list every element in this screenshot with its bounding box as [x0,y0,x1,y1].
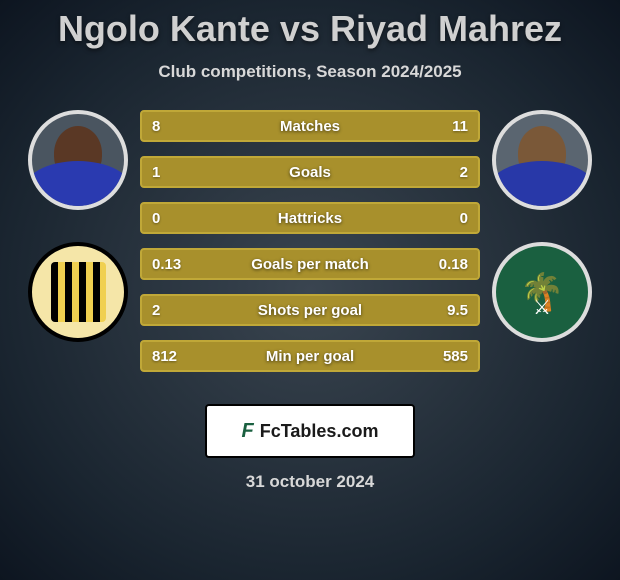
stat-row-hattricks: 0 Hattricks 0 [140,202,480,234]
stat-p2-value: 585 [443,348,468,365]
swords-icon: ⚔ [533,295,551,320]
right-column: 🌴 ⚔ [492,110,592,342]
stat-row-matches: 8 Matches 11 [140,110,480,142]
stat-label: Goals [289,164,331,181]
club1-stripes-icon [51,262,106,322]
stat-label: Min per goal [266,348,354,365]
stat-label: Matches [280,118,340,135]
stat-row-goals: 1 Goals 2 [140,156,480,188]
stat-p1-value: 0.13 [152,256,181,273]
player1-club-badge [28,242,128,342]
player1-jersey-icon [28,161,128,210]
stat-row-goals-per-match: 0.13 Goals per match 0.18 [140,248,480,280]
player2-jersey-icon [492,161,592,210]
stat-p1-value: 2 [152,302,160,319]
stat-p1-value: 0 [152,210,160,227]
stats-column: 8 Matches 11 1 Goals 2 0 Hattricks 0 0.1… [140,110,480,372]
stat-label: Shots per goal [258,302,362,319]
fctables-logo-icon: F [242,420,254,443]
stat-p2-value: 11 [452,118,468,135]
stat-p2-value: 0 [460,210,468,227]
stat-p2-value: 9.5 [447,302,468,319]
comparison-card: Ngolo Kante vs Riyad Mahrez Club competi… [0,0,620,492]
stat-label: Goals per match [251,256,369,273]
player1-avatar [28,110,128,210]
club2-emblem-icon: 🌴 ⚔ [512,262,572,322]
stat-p1-value: 1 [152,164,160,181]
fctables-badge[interactable]: F FcTables.com [205,404,415,458]
content-row: 8 Matches 11 1 Goals 2 0 Hattricks 0 0.1… [0,110,620,372]
stat-p1-value: 812 [152,348,177,365]
date-text: 31 october 2024 [0,472,620,492]
stat-p2-value: 0.18 [439,256,468,273]
player2-club-badge: 🌴 ⚔ [492,242,592,342]
subtitle: Club competitions, Season 2024/2025 [0,62,620,82]
stat-p1-value: 8 [152,118,160,135]
left-column [28,110,128,342]
stat-p2-value: 2 [460,164,468,181]
stat-row-min-per-goal: 812 Min per goal 585 [140,340,480,372]
player2-avatar [492,110,592,210]
fctables-text: FcTables.com [260,421,379,442]
stat-label: Hattricks [278,210,342,227]
page-title: Ngolo Kante vs Riyad Mahrez [0,8,620,50]
stat-row-shots-per-goal: 2 Shots per goal 9.5 [140,294,480,326]
